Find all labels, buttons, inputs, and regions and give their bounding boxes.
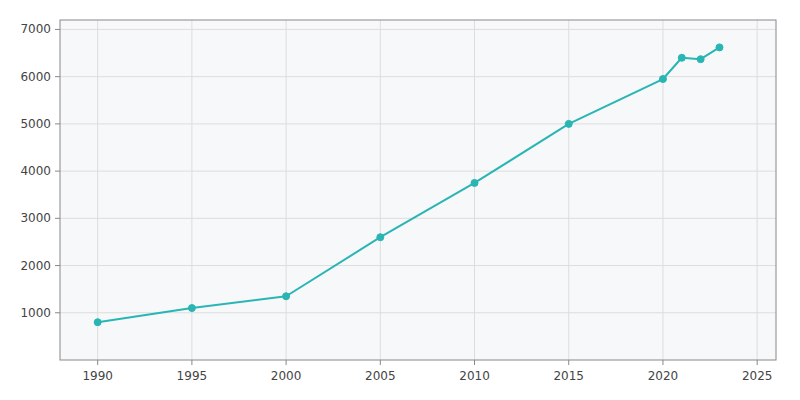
x-tick-label: 1990: [82, 369, 113, 383]
y-tick-label: 6000: [20, 70, 51, 84]
y-tick: [55, 218, 60, 219]
x-tick: [757, 360, 758, 365]
x-grid-line: [286, 20, 287, 360]
point: [716, 44, 723, 51]
y-tick: [55, 29, 60, 30]
x-tick: [191, 360, 192, 365]
point: [678, 54, 685, 61]
x-tick: [380, 360, 381, 365]
x-tick-label: 2025: [742, 369, 773, 383]
x-tick-label: 2000: [271, 369, 302, 383]
y-grid-line: [60, 265, 776, 266]
chart-container: 1990 1995 2000 2005 2010 2015 2020 2025 1000 2000…: [0, 0, 800, 400]
x-tick: [286, 360, 287, 365]
x-tick: [568, 360, 569, 365]
y-tick: [55, 312, 60, 313]
x-grid-line: [757, 20, 758, 360]
y-tick: [55, 171, 60, 172]
y-grid-line: [60, 171, 776, 172]
point: [565, 120, 572, 127]
point: [659, 76, 666, 83]
x-tick-label: 2015: [553, 369, 584, 383]
axes: 1990 1995 2000 2005 2010 2015 2020 2025 1000 2000…: [20, 20, 776, 383]
x-tick-label: 2020: [648, 369, 679, 383]
point: [697, 56, 704, 63]
x-tick: [662, 360, 663, 365]
plot-background: [60, 20, 776, 360]
point: [94, 319, 101, 326]
x-grid-line: [662, 20, 663, 360]
x-grid-line: [474, 20, 475, 360]
y-grid-line: [60, 218, 776, 219]
y-tick: [55, 123, 60, 124]
x-tick: [474, 360, 475, 365]
point: [471, 179, 478, 186]
y-tick: [55, 76, 60, 77]
chart-svg: 1990 1995 2000 2005 2010 2015 2020 2025 1000 2000…: [0, 0, 800, 400]
y-tick-label: 4000: [20, 164, 51, 178]
point: [188, 305, 195, 312]
y-tick-label: 5000: [20, 117, 51, 131]
x-grid-line: [97, 20, 98, 360]
x-tick-label: 1995: [177, 369, 208, 383]
plot-frame: [60, 20, 776, 360]
x-grid-line: [568, 20, 569, 360]
y-grid-line: [60, 76, 776, 77]
y-tick-label: 3000: [20, 211, 51, 225]
x-tick-label: 2010: [459, 369, 490, 383]
x-grid-line: [380, 20, 381, 360]
y-tick-label: 2000: [20, 259, 51, 273]
y-tick-label: 7000: [20, 22, 51, 36]
y-grid-line: [60, 123, 776, 124]
line: [98, 47, 720, 322]
point: [283, 293, 290, 300]
x-tick: [97, 360, 98, 365]
point: [377, 234, 384, 241]
series: [94, 44, 723, 326]
y-tick-label: 1000: [20, 306, 51, 320]
y-tick: [55, 265, 60, 266]
x-tick-label: 2005: [365, 369, 396, 383]
grid: [60, 20, 776, 360]
y-grid-line: [60, 29, 776, 30]
